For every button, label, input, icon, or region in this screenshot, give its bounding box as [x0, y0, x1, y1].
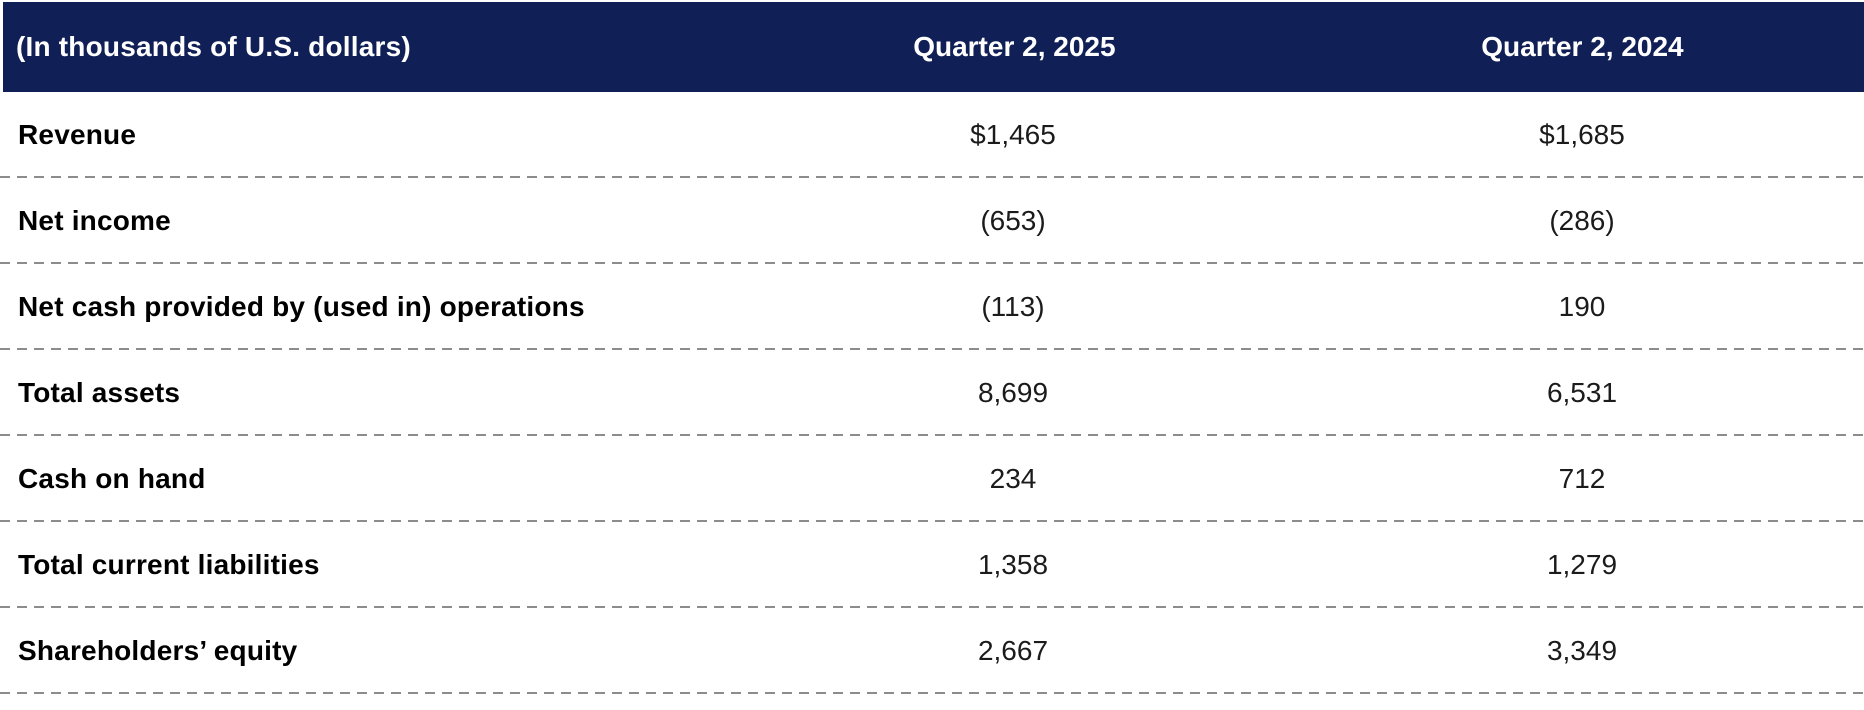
row-label: Shareholders’ equity	[18, 635, 298, 666]
row-label: Total current liabilities	[18, 549, 320, 580]
table-row: Net income (653) (286)	[0, 178, 1864, 264]
row-label: Cash on hand	[18, 463, 206, 494]
value-q2-2024: 3,349	[1546, 635, 1618, 666]
header-column-q2-2024: Quarter 2, 2024	[1481, 31, 1684, 62]
financial-summary-table: (In thousands of U.S. dollars) Quarter 2…	[0, 2, 1864, 694]
value-q2-2025: (113)	[981, 291, 1045, 322]
row-label: Net cash provided by (used in) operation…	[18, 291, 585, 322]
table-row: Shareholders’ equity 2,667 3,349	[0, 608, 1864, 694]
table-header-row: (In thousands of U.S. dollars) Quarter 2…	[3, 2, 1864, 92]
table-row: Revenue $1,465 $1,685	[0, 92, 1864, 178]
table-row: Total current liabilities 1,358 1,279	[0, 522, 1864, 608]
value-q2-2025: 2,667	[977, 635, 1049, 666]
header-column-q2-2025: Quarter 2, 2025	[913, 31, 1116, 62]
value-q2-2024: 6,531	[1546, 377, 1618, 408]
value-q2-2024: (286)	[1549, 205, 1615, 236]
row-label: Total assets	[18, 377, 181, 408]
value-q2-2024: 712	[1558, 463, 1606, 494]
value-q2-2025: 8,699	[977, 377, 1049, 408]
value-q2-2025: 234	[989, 463, 1037, 494]
value-q2-2024: 1,279	[1546, 549, 1618, 580]
value-q2-2024: 190	[1558, 291, 1606, 322]
row-label: Net income	[18, 205, 171, 236]
table-row: Cash on hand 234 712	[0, 436, 1864, 522]
table-row: Net cash provided by (used in) operation…	[0, 264, 1864, 350]
row-label: Revenue	[18, 119, 137, 150]
table-row: Total assets 8,699 6,531	[0, 350, 1864, 436]
value-q2-2025: $1,465	[970, 119, 1056, 150]
header-units-label: (In thousands of U.S. dollars)	[16, 31, 411, 62]
value-q2-2025: 1,358	[977, 549, 1049, 580]
value-q2-2025: (653)	[980, 205, 1046, 236]
value-q2-2024: $1,685	[1539, 119, 1625, 150]
